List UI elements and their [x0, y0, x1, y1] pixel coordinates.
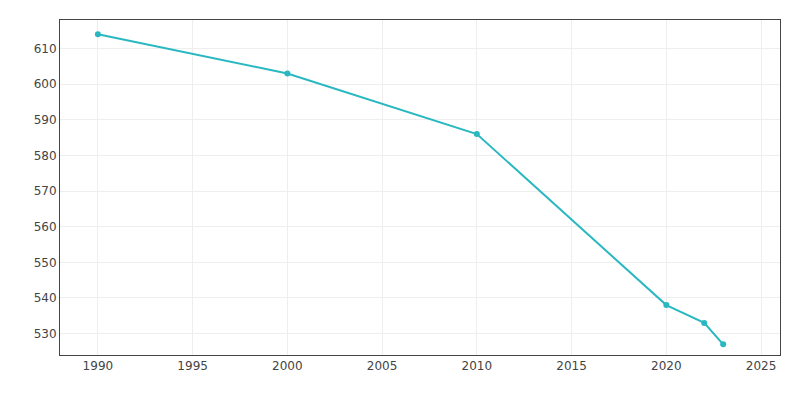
svg-text:530: 530: [34, 327, 57, 341]
svg-text:600: 600: [34, 77, 57, 91]
svg-text:2000: 2000: [272, 359, 303, 373]
svg-text:2005: 2005: [367, 359, 398, 373]
svg-text:550: 550: [34, 256, 57, 270]
svg-text:2025: 2025: [746, 359, 777, 373]
svg-text:540: 540: [34, 291, 57, 305]
svg-text:570: 570: [34, 184, 57, 198]
svg-text:610: 610: [34, 42, 57, 56]
svg-text:1990: 1990: [83, 359, 114, 373]
svg-text:2015: 2015: [556, 359, 587, 373]
svg-text:590: 590: [34, 113, 57, 127]
svg-text:2010: 2010: [462, 359, 493, 373]
svg-text:560: 560: [34, 220, 57, 234]
svg-text:2020: 2020: [651, 359, 682, 373]
svg-text:1995: 1995: [177, 359, 208, 373]
svg-text:580: 580: [34, 149, 57, 163]
